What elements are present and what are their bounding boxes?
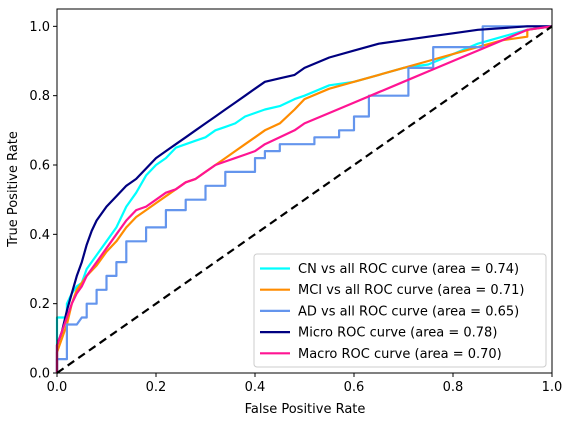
plot-layer <box>55 8 553 374</box>
y-tick-label-0: 0.0 <box>29 367 50 382</box>
y-tick-label-1: 0.2 <box>29 297 50 312</box>
y-tick-label-3: 0.6 <box>29 159 50 174</box>
y-tick-label-4: 0.8 <box>29 89 50 104</box>
ticks-layer: 0.0 0.2 0.4 0.6 0.8 1.0 0.0 0.2 0.4 0.6 0.8 1.0 <box>29 20 562 395</box>
chance-reference-line <box>56 25 553 374</box>
x-tick-label-4: 0.8 <box>443 380 464 395</box>
plot-frame <box>56 8 553 374</box>
y-axis-label: True Positive Rate <box>6 131 21 248</box>
x-tick-label-3: 0.6 <box>344 380 365 395</box>
series-line-4 <box>55 25 553 373</box>
x-tick-label-1: 0.2 <box>146 380 167 395</box>
y-tick-label-5: 1.0 <box>29 20 50 35</box>
x-tick-label-2: 0.4 <box>245 380 266 395</box>
x-axis-label: False Positive Rate <box>245 402 366 417</box>
y-tick-label-2: 0.4 <box>29 228 50 243</box>
legend-entry-1: MCI vs all ROC curve (area = 0.71) <box>298 283 524 298</box>
series-line-3 <box>55 25 552 373</box>
legend-entry-0: CN vs all ROC curve (area = 0.74) <box>298 262 519 277</box>
x-tick-label-0: 0.0 <box>47 380 68 395</box>
legend: CN vs all ROC curve (area = 0.74) MCI vs … <box>253 253 547 368</box>
legend-box <box>253 253 547 368</box>
x-tick-label-5: 1.0 <box>542 380 563 395</box>
legend-entry-2: AD vs all ROC curve (area = 0.65) <box>298 304 519 319</box>
legend-entry-3: Micro ROC curve (area = 0.78) <box>298 326 497 341</box>
series-line-2 <box>55 25 552 373</box>
legend-entry-4: Macro ROC curve (area = 0.70) <box>298 347 502 362</box>
